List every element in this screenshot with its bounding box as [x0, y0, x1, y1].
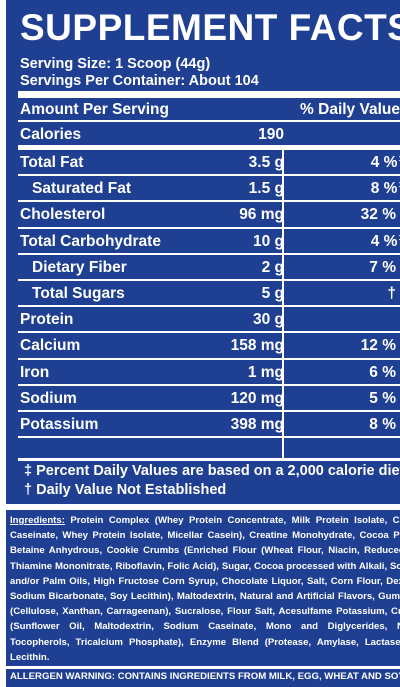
- allergen-warning: ALLERGEN WARNING: CONTAINS INGREDIENTS F…: [10, 671, 400, 682]
- column-divider: [282, 150, 284, 460]
- nutrient-label: Iron: [20, 363, 50, 381]
- panel-title: SUPPLEMENT FACTS: [20, 7, 400, 48]
- nutrient-dv-mark: ‡: [398, 233, 400, 244]
- nutrient-label: Total Sugars: [32, 285, 125, 302]
- nutrient-amount: 1.5 g: [248, 180, 284, 198]
- nutrient-row: Protein 30 g: [18, 307, 400, 334]
- nutrient-amount: 10 g: [252, 232, 284, 250]
- servings-per-container: Servings Per Container: About 104: [20, 73, 259, 89]
- nutrient-label: Cholesterol: [20, 206, 106, 224]
- nutrient-dv-value: 4 %: [370, 154, 398, 171]
- footnote-dv-not-established: † Daily Value Not Established: [24, 482, 227, 498]
- nutrient-row: Total Fat 3.5 g 4 %‡: [18, 150, 400, 177]
- nutrient-amount: 158 mg: [230, 337, 284, 355]
- nutrient-label: Saturated Fat: [32, 180, 132, 198]
- header-row: Amount Per Serving % Daily Value: [18, 98, 400, 122]
- nutrient-dv-value: 8 %: [369, 416, 396, 433]
- nutrient-dv-value: 4 %: [370, 232, 398, 250]
- nutrient-amount: 120 mg: [230, 389, 284, 407]
- nutrient-row: Potassium 398 mg 8 %: [18, 412, 400, 439]
- nutrient-daily-value: 7 %: [369, 259, 396, 277]
- thick-divider: [18, 91, 400, 98]
- nutrient-row: Calcium 158 mg 12 %: [18, 333, 400, 360]
- nutrient-amount: 3.5 g: [248, 154, 284, 171]
- nutrient-daily-value: 8 %‡: [371, 180, 400, 198]
- nutrient-daily-value: 6 %: [369, 364, 396, 382]
- nutrient-amount: 398 mg: [230, 416, 284, 433]
- nutrient-dv-mark: ‡: [398, 154, 400, 165]
- ingredients-text: Ingredients: Protein Complex (Whey Prote…: [10, 513, 400, 665]
- calories-row: Calories 190: [18, 122, 400, 150]
- supplement-facts-panel: SUPPLEMENT FACTS Serving Size: 1 Scoop (…: [6, 0, 400, 504]
- nutrient-label: Calcium: [20, 337, 81, 355]
- nutrient-row: Cholesterol 96 mg 32 %: [18, 202, 400, 229]
- amount-per-serving-label: Amount Per Serving: [20, 101, 169, 118]
- nutrient-dv-value: 8 %: [370, 180, 398, 198]
- nutrient-label: Total Fat: [20, 154, 84, 171]
- nutrient-row: Total Sugars 5 g †: [18, 281, 400, 308]
- nutrient-label: Sodium: [20, 389, 77, 407]
- nutrient-daily-value: 4 %‡: [371, 154, 400, 172]
- nutrient-dv-value: 6 %: [369, 363, 396, 381]
- nutrient-amount: 2 g: [261, 258, 284, 276]
- nutrient-amount: 30 g: [252, 311, 284, 329]
- nutrient-dv-value: 7 %: [369, 258, 396, 276]
- nutrient-dv-value: 12 %: [360, 337, 396, 355]
- allergen-panel: ALLERGEN WARNING: CONTAINS INGREDIENTS F…: [6, 669, 400, 687]
- ingredients-label: Ingredients:: [10, 515, 65, 526]
- nutrient-dv-value: 32 %: [360, 206, 396, 224]
- nutrient-daily-value: 8 %: [369, 416, 396, 434]
- nutrient-amount: 5 g: [261, 285, 284, 302]
- daily-value-header: % Daily Value: [300, 101, 400, 118]
- nutrient-daily-value: 12 %: [361, 337, 396, 355]
- nutrient-daily-value: 5 %: [369, 390, 396, 408]
- nutrient-row: Dietary Fiber 2 g 7 %: [18, 255, 400, 281]
- nutrient-amount: 1 mg: [247, 363, 284, 381]
- nutrient-row: Saturated Fat 1.5 g 8 %‡: [18, 176, 400, 203]
- nutrient-daily-value: 32 %: [361, 206, 396, 224]
- calories-amount: 190: [258, 126, 284, 143]
- serving-size: Serving Size: 1 Scoop (44g): [20, 56, 211, 72]
- nutrient-label: Protein: [20, 311, 74, 329]
- ingredients-panel: Ingredients: Protein Complex (Whey Prote…: [6, 510, 400, 666]
- nutrient-row: Sodium 120 mg 5 %: [18, 386, 400, 412]
- nutrient-row: Total Carbohydrate 10 g 4 %‡: [18, 229, 400, 255]
- nutrient-daily-value: †: [387, 285, 396, 303]
- nutrient-dv-mark: ‡: [398, 180, 400, 191]
- nutrient-daily-value: 4 %‡: [371, 233, 400, 251]
- footnote-divider: [18, 458, 400, 461]
- ingredients-list: Protein Complex (Whey Protein Concentrat…: [10, 515, 400, 663]
- nutrient-dv-value: †: [387, 285, 396, 302]
- footnote-percent-dv: ‡ Percent Daily Values are based on a 2,…: [24, 463, 400, 479]
- nutrient-row: Iron 1 mg 6 %: [18, 360, 400, 386]
- nutrient-label: Total Carbohydrate: [20, 232, 161, 250]
- nutrient-amount: 96 mg: [239, 206, 284, 224]
- nutrient-dv-value: 5 %: [369, 389, 396, 407]
- nutrient-label: Dietary Fiber: [32, 258, 127, 276]
- calories-label: Calories: [20, 126, 82, 143]
- nutrient-label: Potassium: [20, 416, 99, 433]
